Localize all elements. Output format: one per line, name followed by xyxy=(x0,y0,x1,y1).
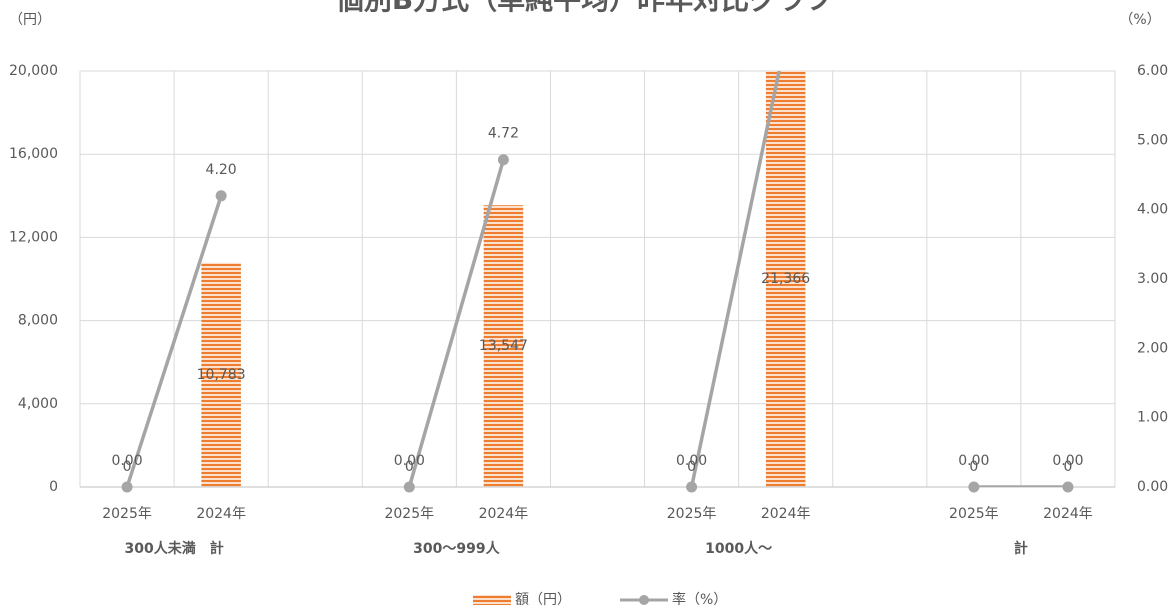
rate-marker xyxy=(968,481,980,493)
amount-data-label: 21,366 xyxy=(761,271,810,287)
right-tick-label: 2.00 xyxy=(1137,340,1168,356)
amount-data-label: 10,783 xyxy=(197,367,246,383)
x-group-label: 300〜999人 xyxy=(413,540,500,557)
rate-marker xyxy=(686,481,698,493)
legend-amount-label: 額（円） xyxy=(515,592,571,608)
rate-data-label: 4.20 xyxy=(206,162,237,178)
rate-line xyxy=(125,195,223,487)
rate-data-label: 0.00 xyxy=(394,453,425,469)
rate-data-label: 0.00 xyxy=(676,453,707,469)
x-tick-label: 2025年 xyxy=(667,506,717,522)
rate-marker xyxy=(215,190,227,202)
chart-title: 個別B方式（単純平均）昨年対比グラフ xyxy=(0,0,1169,18)
left-axis-unit: （円） xyxy=(9,12,51,28)
amount-data-label: 0 xyxy=(405,459,414,475)
right-tick-label: 5.00 xyxy=(1137,132,1168,148)
right-axis-unit: （%） xyxy=(1119,12,1160,28)
left-tick-label: 16,000 xyxy=(9,146,58,162)
right-tick-label: 1.00 xyxy=(1137,410,1168,426)
x-tick-label: 2024年 xyxy=(196,506,246,522)
legend-rate-label: 率（%） xyxy=(672,591,727,608)
rate-data-label: 0.00 xyxy=(111,453,142,469)
rate-data-label: 0.00 xyxy=(958,453,989,469)
x-tick-label: 2025年 xyxy=(949,506,999,522)
rate-data-label: 0.00 xyxy=(1052,453,1083,469)
amount-data-label: 13,547 xyxy=(479,338,528,354)
rate-line xyxy=(689,71,781,487)
right-tick-label: 6.00 xyxy=(1137,63,1168,79)
x-group-label: 300人未満 計 xyxy=(124,540,223,557)
amount-bar xyxy=(765,71,806,487)
amount-bar xyxy=(201,262,241,487)
rate-data-label: 4.72 xyxy=(488,126,519,142)
left-tick-label: 0 xyxy=(49,479,58,495)
right-tick-label: 0.00 xyxy=(1137,479,1168,495)
x-group-label: 1000人〜 xyxy=(705,540,772,557)
x-tick-label: 2025年 xyxy=(102,506,152,522)
right-tick-label: 3.00 xyxy=(1137,271,1168,287)
rate-line xyxy=(407,159,506,487)
amount-data-label: 0 xyxy=(1063,459,1072,475)
left-tick-label: 8,000 xyxy=(18,313,58,329)
rate-marker xyxy=(497,154,509,166)
amount-data-label: 0 xyxy=(123,459,132,475)
x-tick-label: 2024年 xyxy=(479,506,529,522)
right-tick-label: 4.00 xyxy=(1137,202,1168,218)
rate-marker xyxy=(121,481,133,493)
legend-line-marker xyxy=(639,595,649,605)
amount-data-label: 0 xyxy=(687,459,696,475)
x-tick-label: 2024年 xyxy=(1043,506,1093,522)
rate-lines xyxy=(125,71,1068,487)
x-group-label: 計 xyxy=(1014,540,1028,557)
x-tick-label: 2024年 xyxy=(761,506,811,522)
legend-bar-swatch xyxy=(473,595,511,605)
rate-marker xyxy=(403,481,415,493)
left-tick-label: 4,000 xyxy=(18,396,58,412)
amount-data-label: 0 xyxy=(969,459,978,475)
rate-marker xyxy=(1062,481,1074,493)
x-tick-label: 2025年 xyxy=(384,506,434,522)
left-tick-label: 20,000 xyxy=(9,63,58,79)
left-tick-label: 12,000 xyxy=(9,229,58,245)
amount-bar xyxy=(483,205,524,487)
